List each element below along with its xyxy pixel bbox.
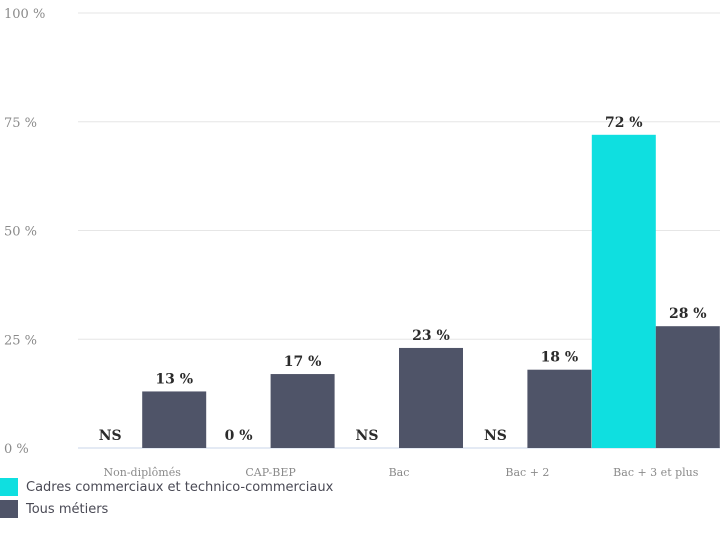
- bars: [142, 134, 720, 449]
- data-label: 17 %: [284, 354, 322, 370]
- category-label: Non-diplômés: [104, 466, 182, 479]
- category-label: CAP-BEP: [245, 466, 296, 479]
- data-labels: NS 13 % 0 % 17 % NS 23 % NS 18 % 72 % 28 %: [99, 115, 707, 444]
- data-label: 0 %: [225, 428, 253, 444]
- y-tick-label: 0 %: [4, 442, 29, 457]
- y-tick-label: 100 %: [4, 7, 45, 22]
- bar: [270, 374, 335, 448]
- data-label: 23 %: [412, 328, 450, 344]
- y-tick-label: 25 %: [4, 333, 37, 348]
- data-label: 13 %: [155, 371, 193, 387]
- x-axis-labels: Non-diplômés CAP-BEP Bac Bac + 2 Bac + 3 et …: [104, 466, 699, 479]
- data-label: 18 %: [541, 350, 579, 366]
- legend-item-series-1[interactable]: Cadres commerciaux et technico-commercia…: [0, 476, 333, 498]
- bar: [527, 369, 592, 448]
- legend-label: Tous métiers: [26, 501, 109, 517]
- category-label: Bac: [389, 466, 410, 479]
- y-tick-label: 50 %: [4, 225, 37, 240]
- category-label: Bac + 2: [505, 466, 549, 479]
- data-label: NS: [484, 428, 507, 444]
- category-label: Bac + 3 et plus: [613, 466, 699, 479]
- bar: [142, 391, 207, 448]
- data-label: 72 %: [605, 115, 643, 131]
- legend-swatch: [0, 478, 18, 496]
- legend-item-series-2[interactable]: Tous métiers: [0, 498, 333, 520]
- data-label: NS: [99, 428, 122, 444]
- legend: Cadres commerciaux et technico-commercia…: [0, 476, 333, 520]
- y-tick-label: 75 %: [4, 116, 37, 131]
- y-axis-ticks: 0 % 25 % 50 % 75 % 100 %: [4, 7, 45, 457]
- data-label: 28 %: [669, 306, 707, 322]
- bar: [399, 347, 463, 448]
- bar: [591, 134, 656, 449]
- data-label: NS: [356, 428, 379, 444]
- legend-label: Cadres commerciaux et technico-commercia…: [26, 479, 334, 495]
- legend-swatch: [0, 500, 18, 518]
- bar: [655, 326, 720, 448]
